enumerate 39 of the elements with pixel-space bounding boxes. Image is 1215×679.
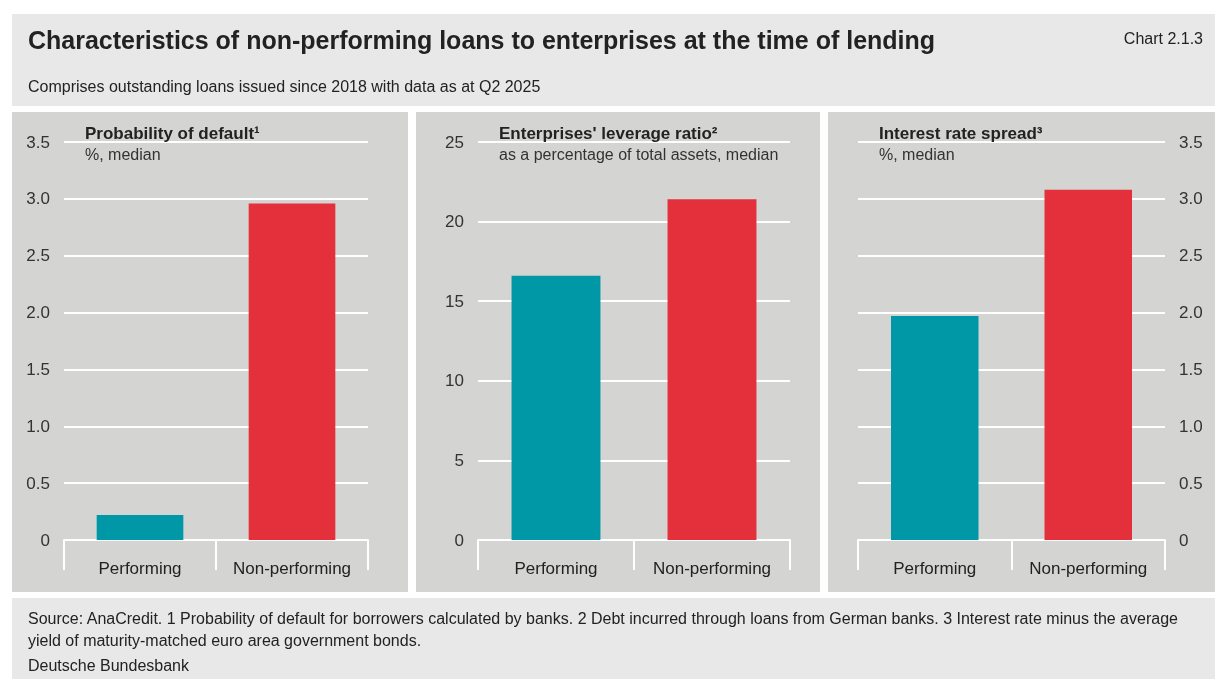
y-tick-label: 25	[445, 132, 464, 152]
y-tick-label: 0	[40, 530, 50, 550]
y-tick-label: 5	[454, 450, 464, 470]
x-tick-label: Non-performing	[652, 559, 772, 578]
x-tick-label: Non-performing	[1029, 559, 1148, 578]
chart-title: Interest rate spread³	[879, 124, 1043, 143]
text: Comprises outstanding loans issued since 2018 with data as at Q2 2025	[28, 78, 541, 96]
y-axis-title: as a percentage of total assets, median	[499, 145, 779, 163]
chart-title: Enterprises' leverage ratio²	[499, 124, 718, 143]
x-tick-label: Non-performing	[232, 559, 352, 578]
y-tick-label: 15	[445, 291, 464, 311]
y2-tick-label: 2.0	[1179, 303, 1203, 323]
y2-tick-label: 2.5	[1179, 246, 1203, 266]
text: Deutsche Bundesbank	[28, 657, 189, 675]
y-tick-label: 0.5	[26, 473, 50, 493]
y2-tick-label: 1.0	[1179, 416, 1203, 436]
y-axis-title: %, median	[85, 145, 161, 163]
y2-tick-label: 1.5	[1179, 359, 1203, 379]
y2-tick-label: 3.0	[1179, 189, 1203, 209]
y-tick-label: 0	[454, 530, 464, 550]
y-tick-label: 1.0	[26, 416, 50, 436]
y-tick-label: 2.0	[26, 303, 50, 323]
caption: Chart 2.1.3	[1123, 30, 1203, 48]
y2-tick-label: 3.5	[1179, 132, 1203, 152]
y-tick-label: 3.5	[26, 132, 50, 152]
x-tick-label: Performing	[98, 559, 182, 578]
x-tick-label: Performing	[514, 559, 598, 578]
y2-tick-label: 0	[1179, 530, 1189, 550]
y-tick-label: 1.5	[26, 359, 50, 379]
y-tick-label: 10	[445, 371, 464, 391]
y2-tick-label: 0.5	[1179, 473, 1203, 493]
y2-axis-title: %, median	[879, 145, 955, 163]
y-tick-label: 3.0	[26, 189, 50, 209]
text: Characteristics of non-performing loans to enterprises at the time of lending	[28, 26, 936, 55]
chart-title: Probability of default¹	[85, 124, 261, 143]
source-note: Source: AnaCredit. 1 Probability of default for borrowers calculated by banks. 2 Debt incurred through loans from German banks. 3 Interest rate minus the average yield of maturity-matched euro area government bonds.	[28, 609, 1179, 651]
y-tick-label: 2.5	[26, 246, 50, 266]
y-tick-label: 20	[445, 212, 464, 232]
x-tick-label: Performing	[893, 559, 977, 578]
